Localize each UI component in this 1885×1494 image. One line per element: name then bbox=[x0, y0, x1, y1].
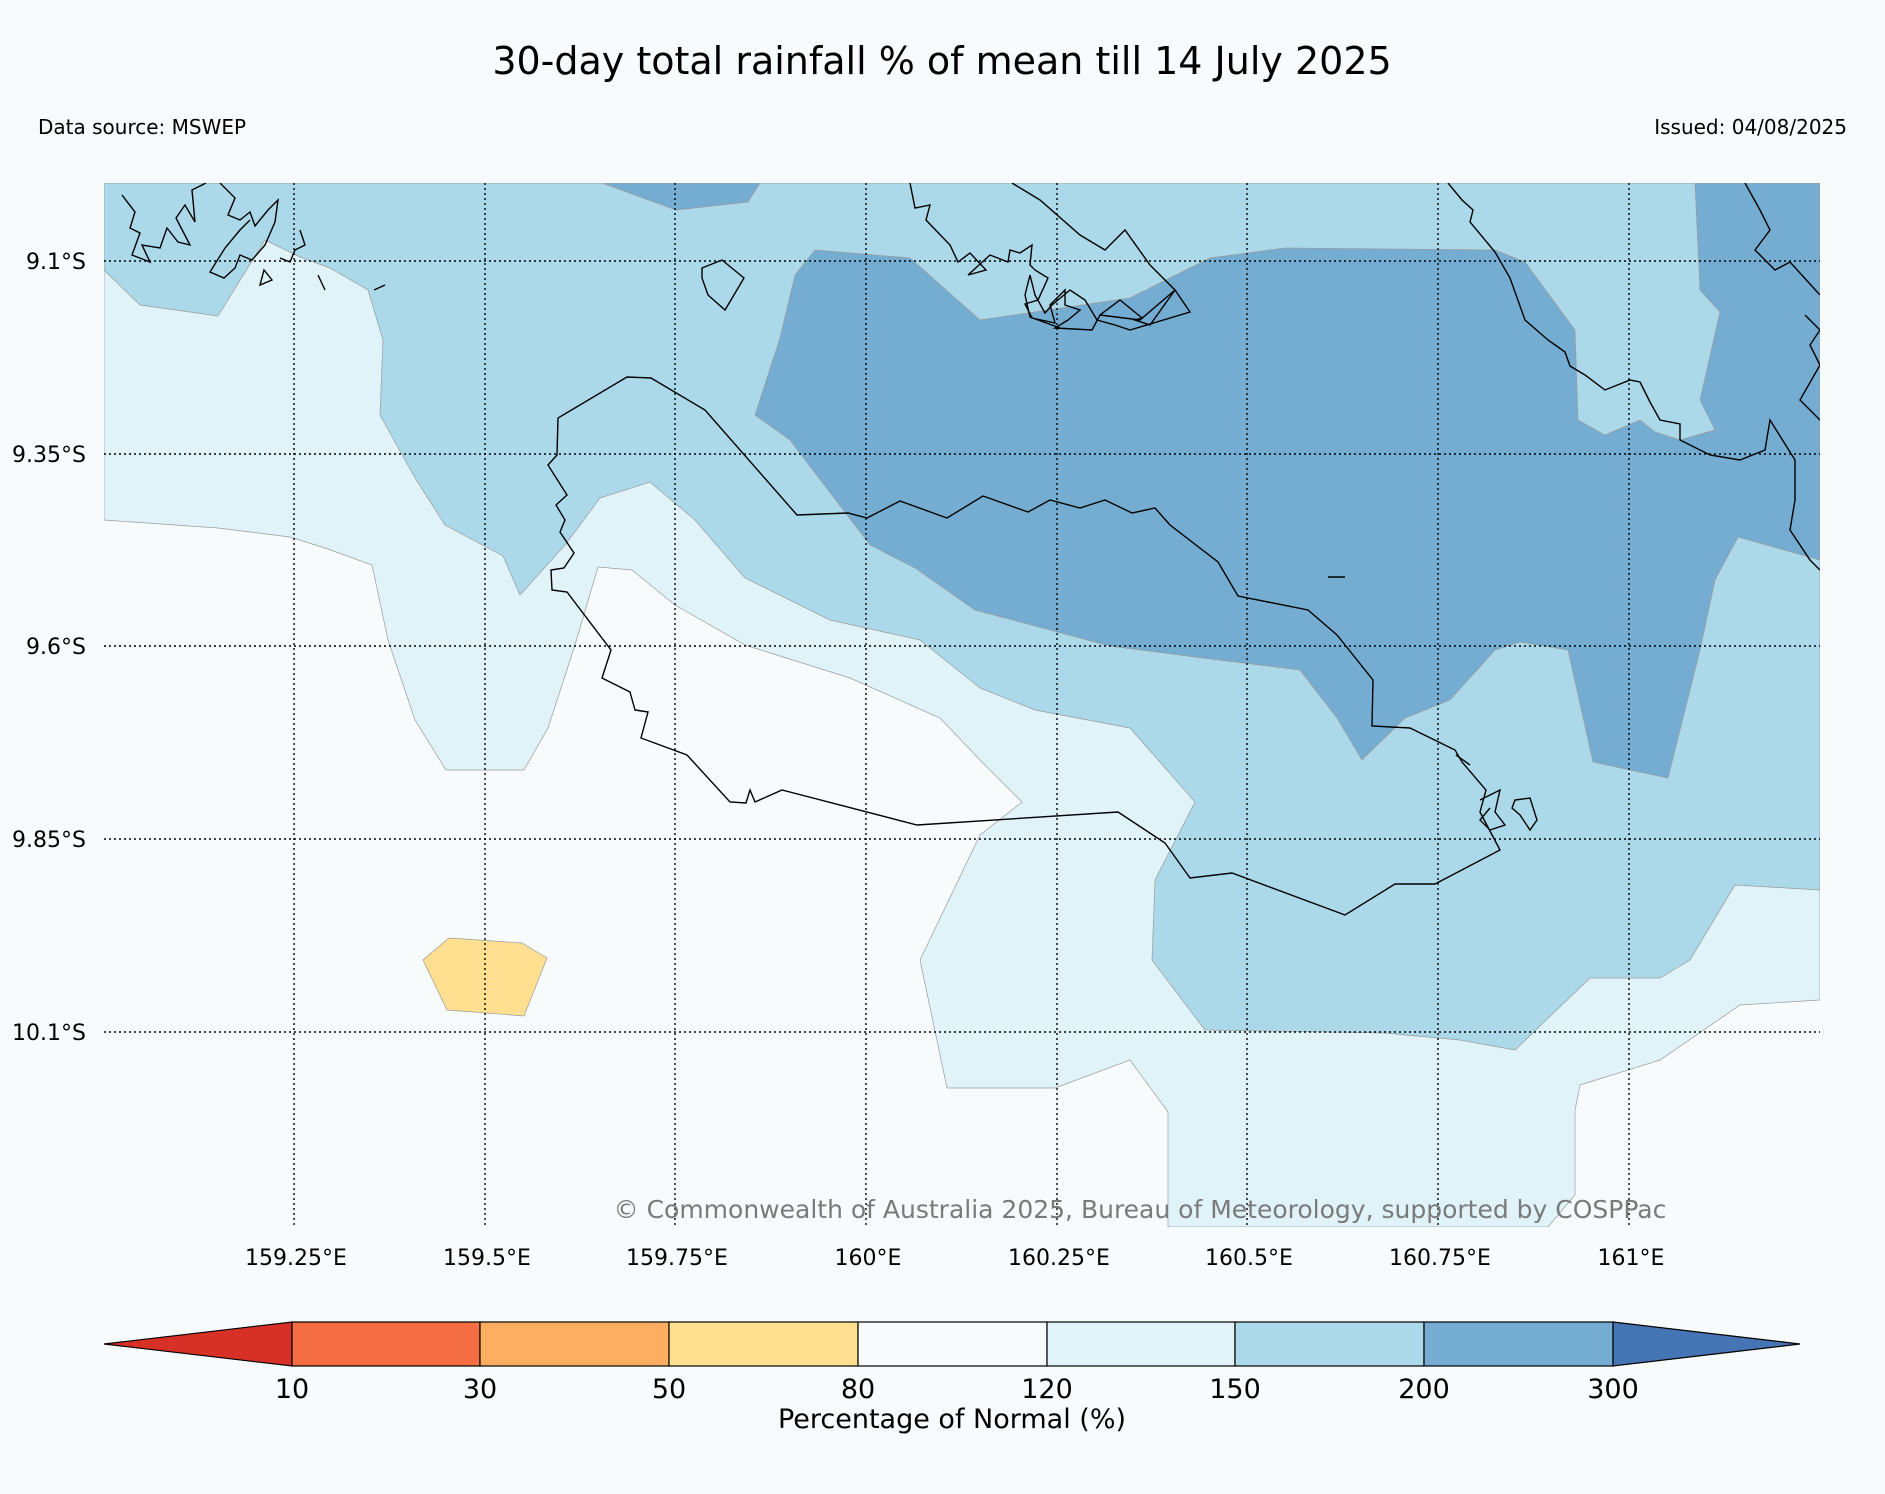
colorbar-bin-30-50 bbox=[479, 1321, 670, 1367]
colorbar: 10 30 50 80 120 150 200 300 Percentage o… bbox=[103, 1321, 1801, 1435]
northern-island-spine bbox=[1011, 183, 1177, 321]
east-coast-fragments bbox=[1744, 183, 1820, 421]
map-area: © Commonwealth of Australia 2025, Bureau… bbox=[104, 183, 1820, 1227]
small-island-west bbox=[701, 259, 745, 312]
contour-50-80-patch bbox=[422, 937, 548, 1017]
nw-island-coastline bbox=[121, 183, 306, 287]
lon-label-160: 160°E bbox=[835, 1246, 902, 1271]
colorbar-bin-120-150 bbox=[1046, 1321, 1236, 1367]
copyright-credit: © Commonwealth of Australia 2025, Bureau… bbox=[614, 1195, 1667, 1224]
lat-label-9.85: 9.85°S bbox=[12, 828, 86, 853]
lon-label-160.75: 160.75°E bbox=[1389, 1246, 1491, 1271]
southeast-islet bbox=[1479, 788, 1538, 832]
issued-date-label: Issued: 04/08/2025 bbox=[1654, 115, 1847, 139]
colorbar-bin-10-30 bbox=[291, 1321, 481, 1367]
lon-label-160.25: 160.25°E bbox=[1008, 1246, 1110, 1271]
map-title: 30-day total rainfall % of mean till 14 … bbox=[492, 39, 1391, 83]
lat-label-10.1: 10.1°S bbox=[12, 1021, 86, 1046]
colorbar-bin-below-10 bbox=[103, 1321, 293, 1367]
colorbar-tick-150: 150 bbox=[1209, 1374, 1261, 1405]
data-source-label: Data source: MSWEP bbox=[38, 115, 246, 139]
colorbar-bin-above-300 bbox=[1612, 1321, 1801, 1367]
northern-island-coastline bbox=[909, 183, 1192, 331]
lat-label-9.35: 9.35°S bbox=[12, 443, 86, 468]
graticule bbox=[104, 183, 1820, 1227]
contour-200-300-top bbox=[601, 183, 761, 211]
lat-label-9.1: 9.1°S bbox=[26, 250, 86, 275]
colorbar-tick-200: 200 bbox=[1398, 1374, 1450, 1405]
lon-label-159.75: 159.75°E bbox=[626, 1246, 728, 1271]
lon-label-161: 161°E bbox=[1598, 1246, 1665, 1271]
coastlines bbox=[121, 183, 1820, 916]
contour-200-300-main bbox=[754, 183, 1820, 779]
colorbar-tick-300: 300 bbox=[1587, 1374, 1639, 1405]
colorbar-bin-150-200 bbox=[1234, 1321, 1425, 1367]
lon-label-160.5: 160.5°E bbox=[1205, 1246, 1293, 1271]
colorbar-tick-10: 10 bbox=[275, 1374, 309, 1405]
colorbar-tick-120: 120 bbox=[1021, 1374, 1073, 1405]
colorbar-label: Percentage of Normal (%) bbox=[778, 1404, 1126, 1435]
latitude-labels: 9.1°S 9.35°S 9.6°S 9.85°S 10.1°S bbox=[12, 250, 86, 1046]
guadalcanal-coastline bbox=[547, 376, 1501, 916]
small-island-dots bbox=[317, 274, 1471, 766]
colorbar-bin-50-80 bbox=[668, 1321, 859, 1367]
lon-label-159.5: 159.5°E bbox=[443, 1246, 531, 1271]
colorbar-tick-30: 30 bbox=[463, 1374, 497, 1405]
colorbar-tick-50: 50 bbox=[652, 1374, 686, 1405]
lat-label-9.6: 9.6°S bbox=[26, 635, 86, 660]
lon-label-159.25: 159.25°E bbox=[245, 1246, 347, 1271]
colorbar-tick-80: 80 bbox=[841, 1374, 875, 1405]
longitude-labels: 159.25°E 159.5°E 159.75°E 160°E 160.25°E… bbox=[245, 1246, 1664, 1271]
colorbar-bin-200-300 bbox=[1423, 1321, 1614, 1367]
colorbar-bin-80-120 bbox=[857, 1321, 1048, 1367]
